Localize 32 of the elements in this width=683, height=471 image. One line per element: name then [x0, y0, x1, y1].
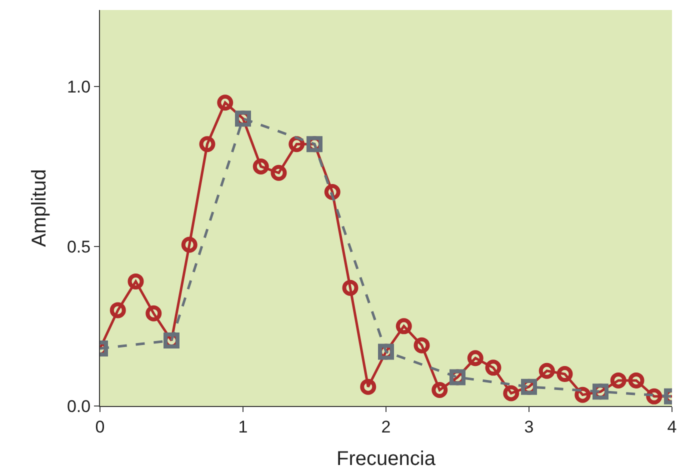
x-tick-label: 0	[95, 417, 105, 436]
point	[360, 378, 376, 395]
point	[556, 366, 573, 382]
point	[646, 388, 662, 404]
x-tick-label: 4	[667, 417, 677, 436]
point	[467, 350, 484, 366]
point	[503, 385, 520, 402]
point	[252, 158, 269, 174]
point	[128, 273, 144, 290]
point	[324, 184, 340, 200]
x-axis-title: Frecuencia	[336, 448, 436, 470]
point	[396, 318, 412, 334]
point	[610, 372, 626, 388]
point	[217, 94, 234, 111]
point	[110, 302, 126, 318]
x-tick-label: 1	[238, 417, 248, 436]
x-tick-label: 2	[381, 417, 391, 436]
point	[146, 305, 162, 322]
point	[485, 360, 502, 376]
y-tick-label: 1.0	[66, 78, 91, 97]
x-tick-label: 3	[524, 417, 534, 436]
y-tick-label: 0.0	[66, 396, 91, 416]
point	[432, 382, 448, 398]
point	[342, 280, 358, 296]
point	[628, 372, 644, 388]
y-tick-label: 0.5	[66, 237, 91, 256]
point	[270, 164, 287, 181]
point	[199, 136, 216, 152]
point	[538, 362, 555, 379]
y-axis-title: Amplitud	[28, 169, 50, 247]
point	[181, 236, 198, 253]
point	[414, 337, 430, 354]
